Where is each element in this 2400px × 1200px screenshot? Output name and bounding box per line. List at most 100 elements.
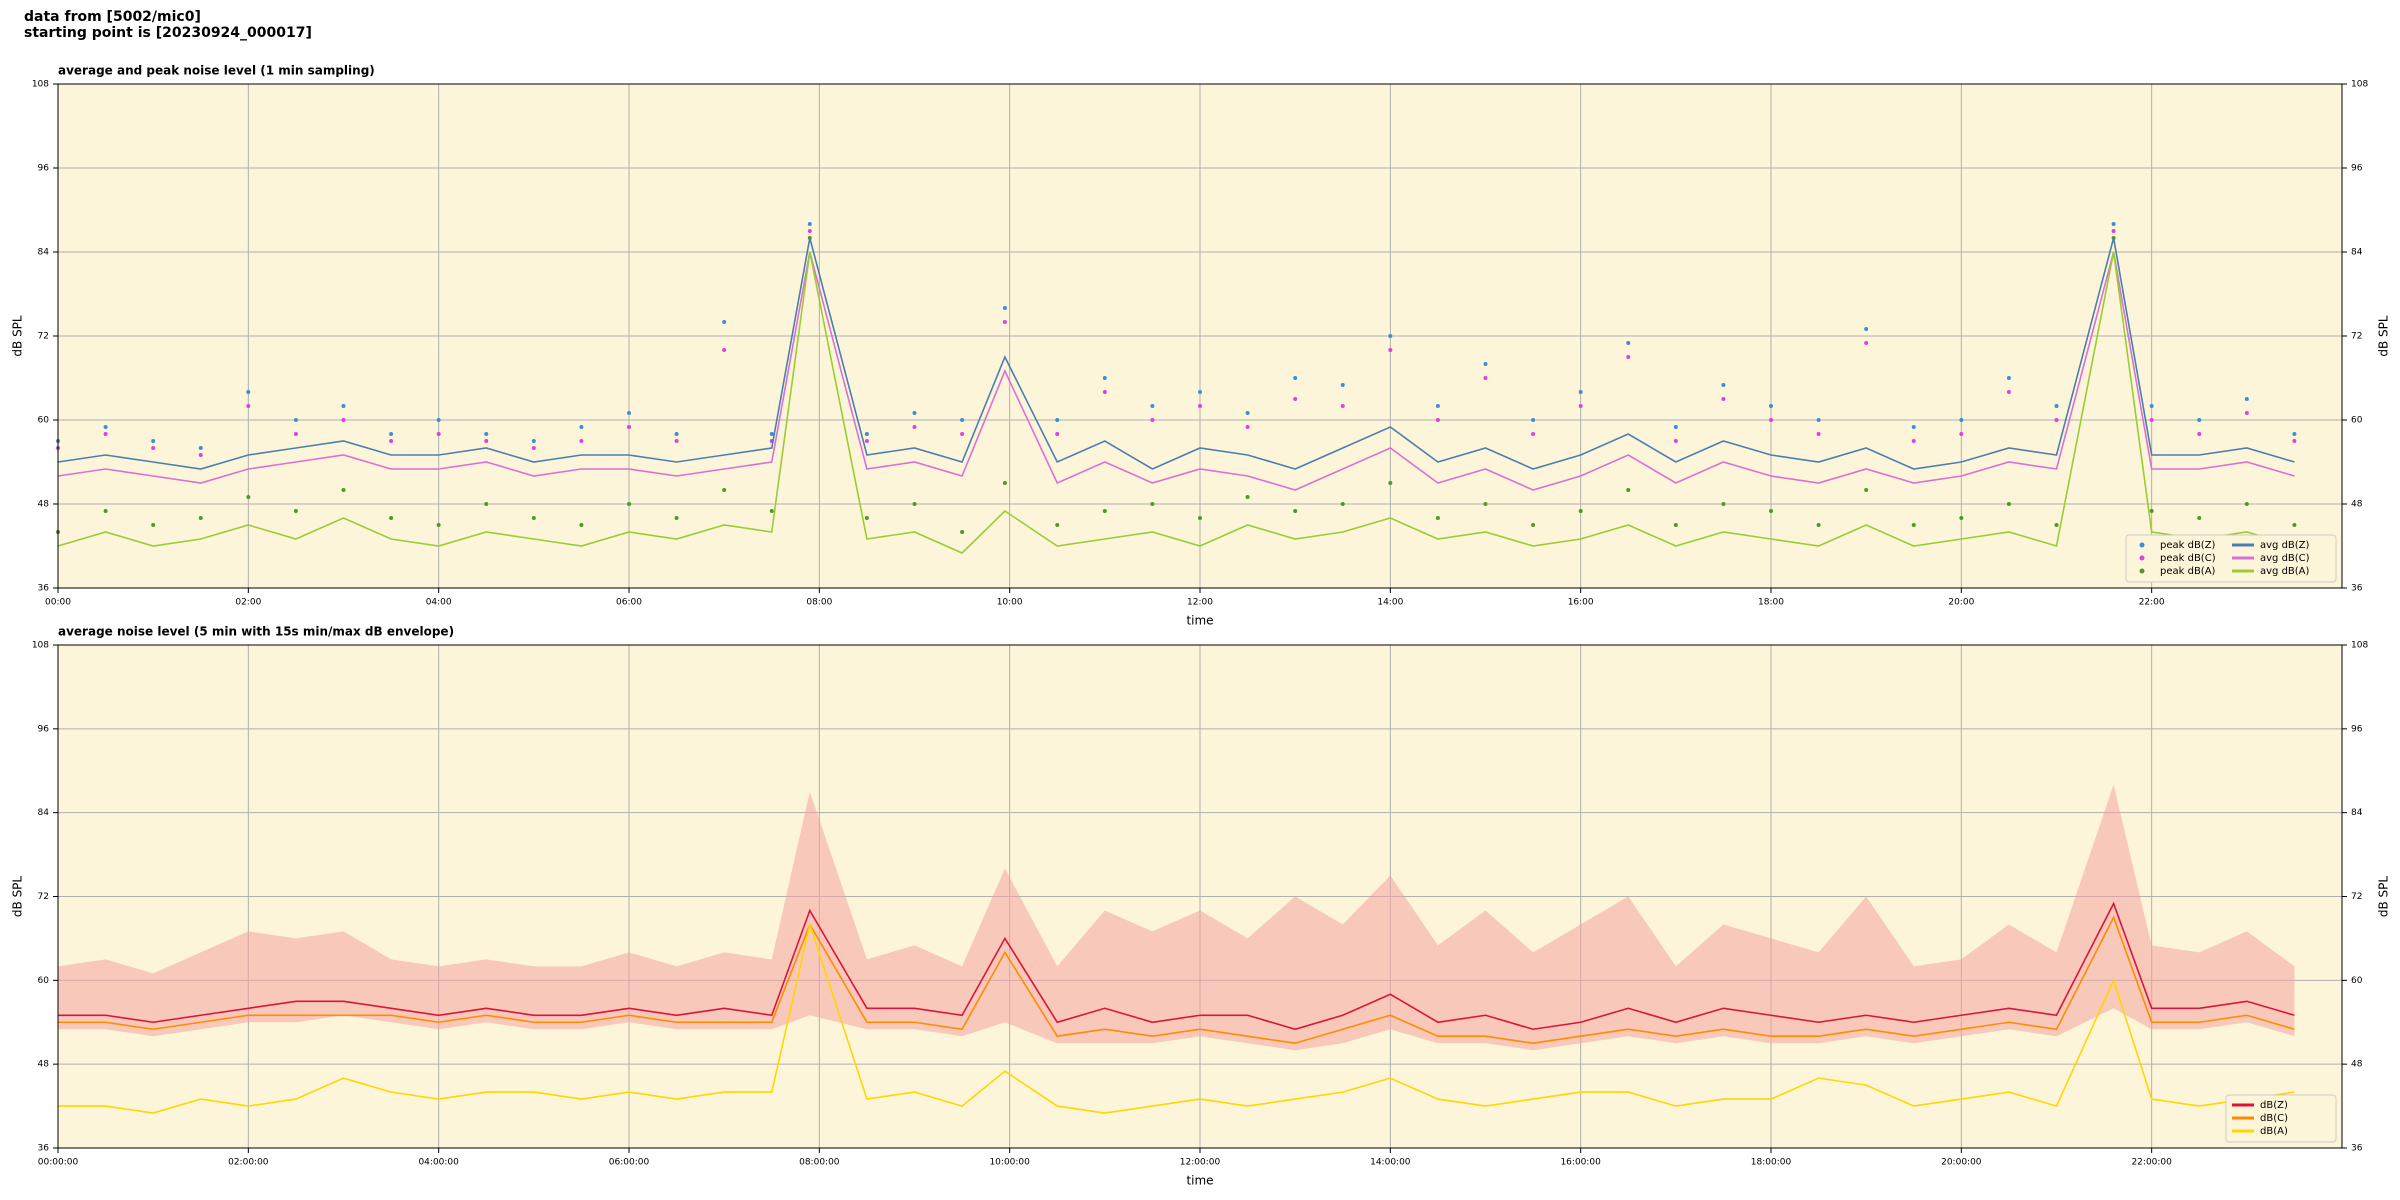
peak-dot [1959, 418, 1964, 422]
peak-dot [531, 439, 536, 443]
peak-dot [293, 509, 298, 513]
peak-dot [1245, 411, 1250, 415]
envelope-band [58, 784, 2295, 1051]
peak-dot [1959, 516, 1964, 520]
peak-dot [103, 432, 108, 436]
peak-dot [627, 411, 631, 415]
y-tick-label-right: 72 [2351, 892, 2362, 902]
plot-frame [57, 644, 2343, 1149]
x-tick-label: 20:00 [1948, 598, 1974, 608]
x-tick-label: 02:00 [235, 598, 261, 608]
peak-dot [1102, 390, 1107, 394]
peak-dot [1102, 509, 1107, 513]
peak-dot [436, 523, 441, 527]
peak-dot [1959, 432, 1964, 436]
peak-dot [1673, 439, 1678, 443]
peak-dot [1816, 523, 1821, 527]
peak-dot [246, 390, 251, 394]
y-tick-label: 108 [32, 80, 49, 90]
peak-dot [864, 439, 869, 443]
peak-dot [1388, 348, 1393, 352]
peak-dot [341, 488, 346, 492]
peak-dot [1245, 495, 1250, 499]
peak-dot [960, 530, 965, 534]
peak-dot [484, 432, 489, 436]
peak-dot [2244, 502, 2249, 506]
y-tick-label-right: 36 [2351, 1144, 2363, 1154]
peak-dot [1293, 376, 1298, 380]
peak-dot [2149, 404, 2154, 408]
chart-title: average noise level (5 min with 15s min/… [58, 625, 454, 639]
x-tick-label: 02:00:00 [228, 1158, 269, 1168]
x-tick-label: 16:00 [1568, 598, 1594, 608]
peak-dot [151, 439, 156, 443]
x-tick-label: 22:00 [2139, 598, 2165, 608]
peak-dot [1769, 509, 1773, 513]
peak-dot [1002, 306, 1007, 310]
y-tick-label: 96 [38, 164, 50, 174]
peak-dot [2292, 523, 2297, 527]
peak-dot [769, 509, 774, 513]
legend-label: dB(C) [2260, 1113, 2288, 1124]
peak-dot [1245, 425, 1250, 429]
peak-dot [1911, 523, 1916, 527]
legend-box [2125, 534, 2337, 583]
peak-dot [1531, 418, 1536, 422]
x-tick-label: 18:00 [1758, 598, 1784, 608]
y-tick-label-right: 96 [2351, 724, 2363, 734]
peak-dot [1198, 390, 1202, 394]
y-tick-label: 36 [38, 1144, 50, 1154]
x-tick-label: 12:00 [1187, 598, 1213, 608]
legend-label: peak dB(C) [2160, 553, 2216, 564]
peak-dot [103, 425, 108, 429]
peak-dot [807, 229, 812, 233]
peak-dot [389, 439, 394, 443]
legend-label: dB(Z) [2260, 1100, 2288, 1111]
peak-dot [2111, 229, 2116, 233]
peak-dot [627, 502, 631, 506]
y-tick-label-right: 72 [2351, 332, 2362, 342]
peak-dot [579, 439, 584, 443]
peak-dot [389, 432, 394, 436]
peak-dot [722, 320, 727, 324]
peak-dot [2149, 509, 2154, 513]
peak-dot [1102, 376, 1107, 380]
y-tick-label-right: 108 [2351, 641, 2368, 651]
chart-title: average and peak noise level (1 min samp… [58, 64, 375, 78]
y-tick-label-right: 96 [2351, 164, 2363, 174]
peak-dot [1198, 404, 1202, 408]
x-tick-label: 04:00 [426, 598, 452, 608]
peak-dot [1864, 488, 1869, 492]
x-tick-label: 08:00:00 [799, 1158, 840, 1168]
x-tick-label: 12:00:00 [1180, 1158, 1221, 1168]
peak-dot [1435, 516, 1440, 520]
y-tick-label: 60 [38, 976, 50, 986]
y-tick-label: 60 [38, 416, 50, 426]
peak-dot [2292, 432, 2297, 436]
peak-dot [1673, 425, 1678, 429]
x-tick-label: 10:00 [997, 598, 1023, 608]
peak-dot [1055, 432, 1060, 436]
y-tick-label-right: 36 [2351, 584, 2363, 594]
legend-label: dB(A) [2260, 1126, 2288, 1137]
peak-dot [1531, 523, 1536, 527]
peak-dot [1864, 327, 1869, 331]
peak-dot [579, 523, 584, 527]
legend-label: peak dB(A) [2160, 566, 2216, 577]
peak-dot [1002, 481, 1007, 485]
x-tick-label: 00:00 [45, 598, 71, 608]
x-tick-label: 18:00:00 [1751, 1158, 1792, 1168]
peak-dot [912, 502, 917, 506]
series-line [57, 251, 2295, 491]
peak-dot [2054, 404, 2059, 408]
y-tick-label: 84 [38, 248, 50, 258]
y-tick-label-right: 48 [2351, 1060, 2363, 1070]
peak-dot [2197, 432, 2202, 436]
peak-dot [436, 418, 441, 422]
peak-dot [1578, 404, 1583, 408]
peak-dot [1626, 488, 1631, 492]
plot-frame [57, 83, 2343, 589]
peak-dot [1483, 376, 1488, 380]
peak-dot [960, 418, 965, 422]
